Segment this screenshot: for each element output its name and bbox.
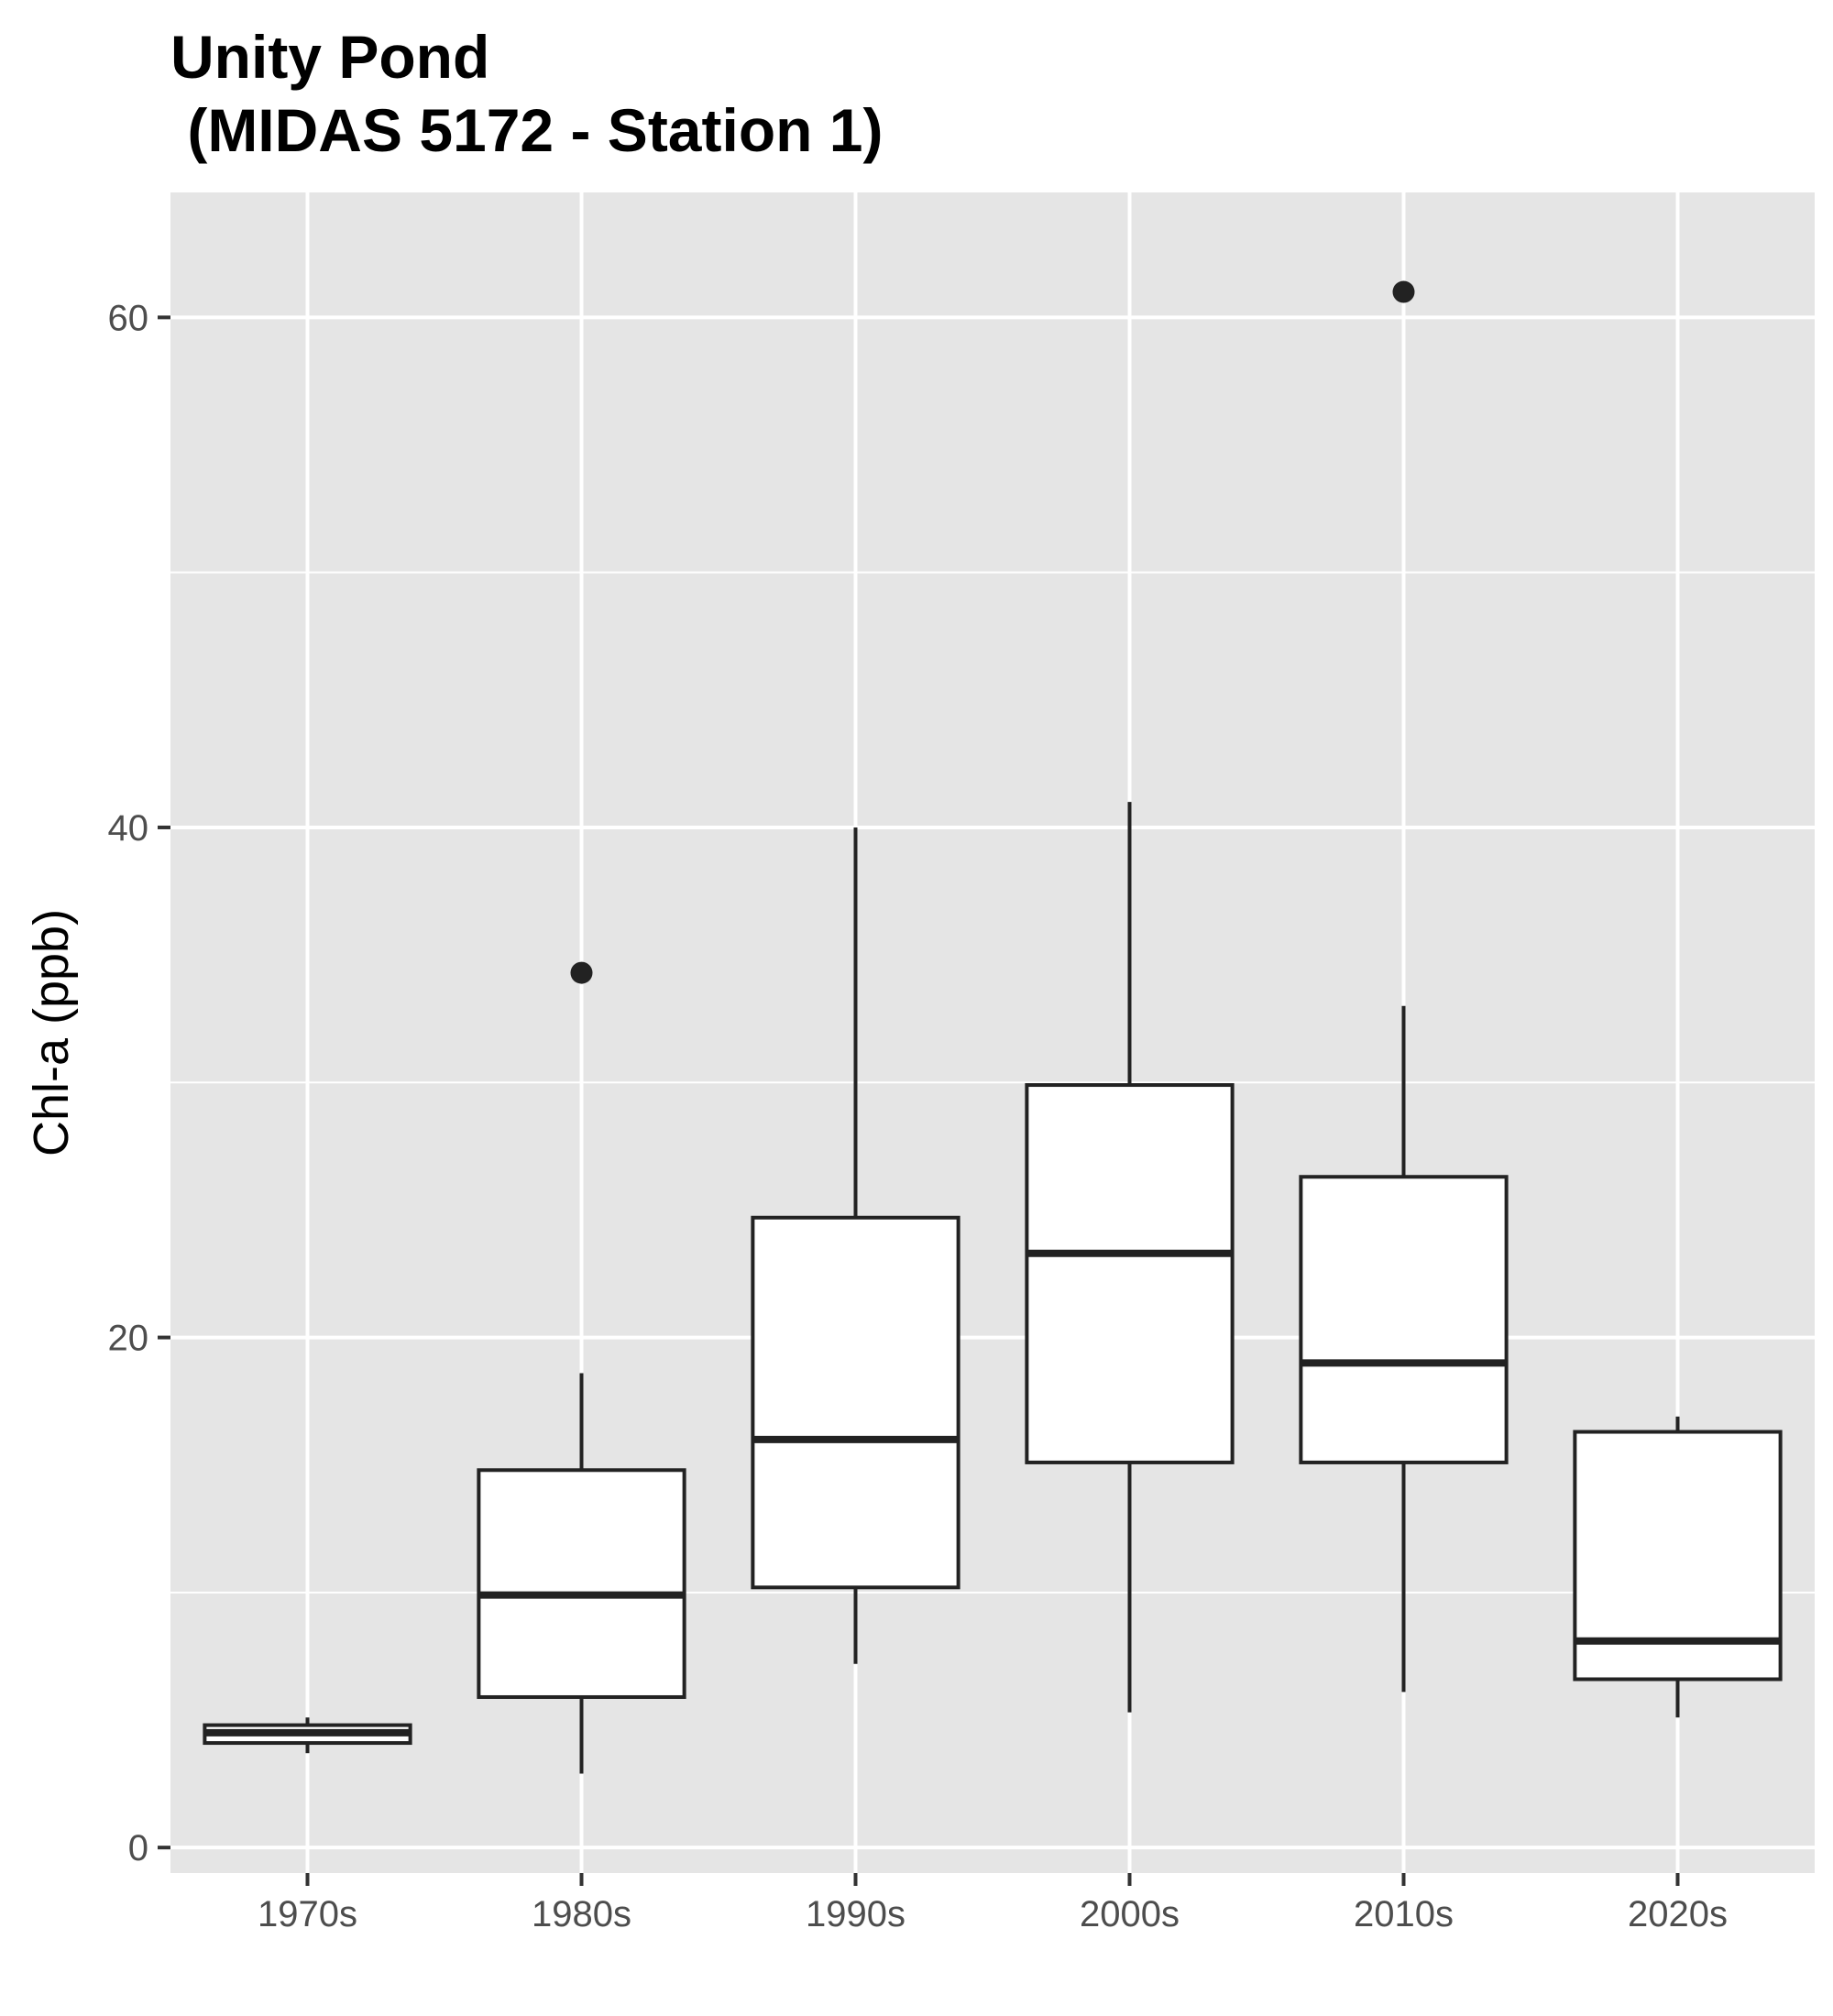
y-tick-label: 0 (128, 1828, 148, 1868)
box-1990s (751, 827, 960, 1664)
box-1980s (477, 961, 686, 1774)
box-2010s (1299, 280, 1509, 1693)
outlier-point (570, 961, 593, 984)
box-body (1299, 1175, 1509, 1464)
y-tick-label: 60 (108, 298, 149, 338)
box-1970s (203, 1717, 412, 1754)
x-tick-label: 2010s (1354, 1894, 1454, 1934)
x-tick-label: 1990s (806, 1894, 906, 1934)
box-body (477, 1468, 686, 1699)
chart-title-line-2: (MIDAS 5172 - Station 1) (170, 96, 884, 164)
y-tick-label: 40 (108, 808, 149, 849)
box-body (1025, 1083, 1235, 1464)
chart-title-line-1: Unity Pond (170, 23, 490, 91)
chart-title: Unity Pond (MIDAS 5172 - Station 1) (170, 20, 883, 167)
axes: 0 20 40 60 1970s 1980s 1990s 2000s 2010s 2020s (108, 298, 1728, 1934)
y-tick-label: 20 (108, 1319, 149, 1359)
box-2020s (1573, 1416, 1783, 1718)
outlier-point (1392, 280, 1415, 303)
y-axis-title: Chl-a (ppb) (24, 909, 79, 1156)
x-tick-label: 2000s (1080, 1894, 1180, 1934)
x-tick-label: 2020s (1628, 1894, 1728, 1934)
x-tick-label: 1970s (258, 1894, 357, 1934)
plot-panel (170, 192, 1815, 1873)
box-2000s (1025, 802, 1235, 1713)
x-tick-label: 1980s (532, 1894, 631, 1934)
box-body (751, 1215, 960, 1590)
boxes (203, 280, 1783, 1774)
